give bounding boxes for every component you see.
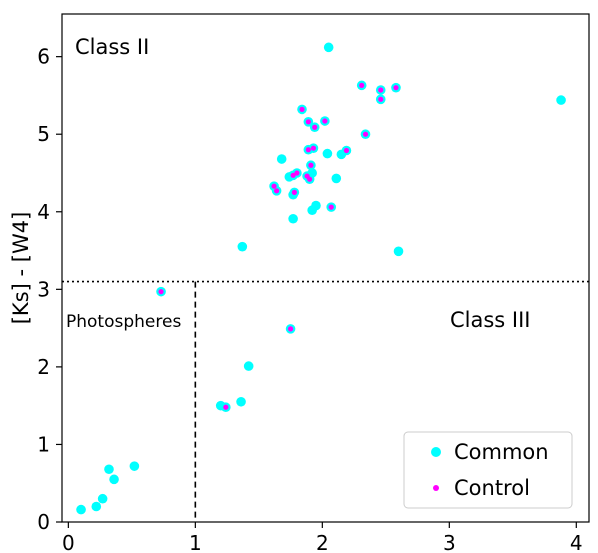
common-point (129, 461, 140, 471)
common-point (393, 246, 404, 257)
common-point (76, 504, 86, 515)
legend-label-common: Common (454, 440, 549, 464)
control-point (307, 176, 313, 182)
control-point (378, 96, 384, 102)
common-point (237, 241, 248, 252)
common-point (288, 213, 298, 224)
common-point (276, 154, 287, 164)
ticks-layer: 0 1 2 3 4 0 1 2 3 4 5 6 (37, 45, 582, 553)
common-point (311, 200, 321, 211)
y-axis-label: [Ks] - [W4] (9, 212, 33, 325)
common-point (91, 501, 102, 512)
control-point (393, 85, 399, 91)
control-point (158, 289, 164, 295)
control-point (362, 131, 369, 137)
x-tick-label: 4 (570, 531, 583, 553)
control-point (359, 82, 365, 88)
control-point (290, 172, 296, 178)
control-point (287, 326, 294, 332)
control-point (305, 147, 311, 153)
control-point (343, 147, 350, 154)
control-point (274, 188, 280, 194)
y-tick-label: 2 (37, 355, 50, 379)
control-point (378, 87, 384, 93)
legend: Common Control (403, 431, 573, 509)
y-tick-label: 5 (37, 122, 50, 146)
legend-marker-control (433, 485, 439, 491)
y-tick-label: 4 (37, 200, 50, 224)
control-point (305, 119, 311, 125)
control-point (328, 204, 334, 210)
control-point (322, 118, 328, 124)
class-ii-label: Class II (75, 35, 149, 59)
photospheres-label: Photospheres (66, 312, 181, 332)
control-point (223, 404, 229, 410)
common-point (556, 95, 566, 105)
x-tick-label: 1 (189, 531, 202, 553)
common-point (307, 168, 317, 178)
legend-label-control: Control (454, 476, 530, 500)
y-tick-label: 6 (37, 45, 50, 69)
legend-marker-common (431, 447, 441, 457)
control-point (299, 106, 305, 112)
common-point (109, 474, 119, 485)
y-tick-label: 1 (37, 432, 50, 456)
control-point (291, 189, 297, 195)
common-point (104, 464, 114, 475)
class-iii-label: Class III (450, 308, 531, 332)
control-point (312, 124, 318, 130)
legend-box (403, 431, 573, 509)
control-point (308, 162, 314, 168)
common-point (322, 148, 333, 159)
y-tick-label: 0 (37, 510, 50, 534)
plot-layer (61, 13, 590, 523)
common-point (243, 361, 254, 371)
x-tick-label: 3 (443, 531, 456, 553)
control-point (294, 170, 300, 176)
control-point (310, 145, 317, 151)
common-point (323, 42, 334, 53)
plot-frame (61, 13, 590, 523)
common-point (236, 396, 246, 407)
y-tick-label: 3 (37, 277, 50, 301)
control-point (271, 183, 277, 189)
x-tick-label: 2 (316, 531, 329, 553)
common-point (97, 493, 108, 504)
common-point (331, 173, 342, 184)
x-tick-label: 0 (62, 531, 75, 553)
